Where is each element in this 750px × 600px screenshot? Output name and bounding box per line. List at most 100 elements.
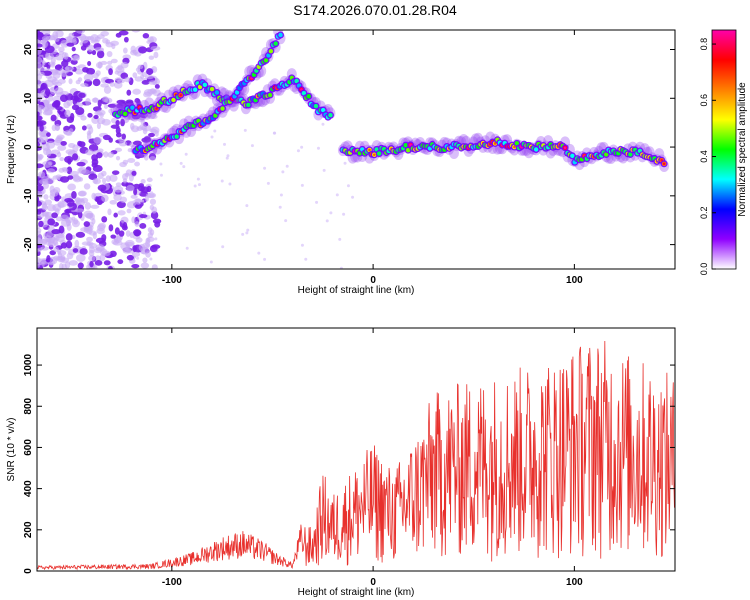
noise-speckle	[159, 162, 163, 166]
noise-speckle	[37, 56, 43, 64]
noise-speckle	[245, 204, 249, 208]
noise-speckle	[339, 266, 343, 269]
noise-speckle	[94, 47, 105, 52]
y-tick-label: -10	[23, 188, 34, 203]
noise-speckle	[91, 97, 100, 103]
noise-speckle	[54, 123, 61, 131]
noise-speckle	[147, 88, 158, 95]
noise-speckle	[48, 256, 58, 265]
noise-speckle	[113, 81, 123, 89]
noise-speckle	[243, 128, 247, 132]
noise-speckle	[285, 164, 289, 168]
noise-speckle	[122, 173, 128, 181]
noise-speckle	[69, 112, 75, 121]
noise-speckle	[245, 231, 249, 235]
noise-speckle	[55, 54, 64, 61]
noise-speckle	[316, 146, 320, 150]
noise-speckle	[110, 58, 118, 64]
noise-speckle	[141, 199, 145, 203]
noise-speckle	[351, 195, 355, 199]
noise-speckle	[148, 55, 155, 60]
noise-speckle	[68, 78, 73, 85]
noise-speckle	[54, 241, 59, 247]
noise-speckle	[329, 211, 333, 215]
noise-speckle	[109, 174, 118, 182]
noise-speckle	[126, 184, 135, 192]
noise-speckle	[135, 153, 145, 158]
ridge-point	[603, 152, 609, 157]
noise-speckle	[322, 168, 326, 172]
noise-speckle	[132, 88, 141, 95]
noise-speckle	[149, 198, 157, 205]
noise-speckle	[101, 216, 108, 223]
noise-speckle	[96, 34, 105, 40]
noise-speckle	[57, 250, 67, 256]
noise-speckle	[132, 140, 142, 146]
noise-speckle	[151, 264, 158, 269]
noise-speckle	[107, 151, 114, 158]
noise-speckle	[122, 247, 128, 252]
noise-speckle	[60, 214, 69, 222]
noise-speckle	[346, 184, 350, 188]
noise-speckle	[300, 243, 304, 247]
noise-speckle	[101, 194, 109, 202]
noise-speckle	[315, 200, 319, 204]
noise-speckle	[72, 175, 82, 183]
noise-speckle	[131, 263, 140, 269]
noise-speckle	[88, 126, 94, 135]
noise-speckle	[150, 126, 160, 134]
noise-speckle	[81, 125, 87, 131]
noise-speckle	[37, 230, 41, 235]
ridge-point	[405, 147, 411, 153]
noise-speckle	[43, 98, 50, 107]
ridge-point	[192, 87, 198, 92]
noise-speckle	[126, 254, 134, 261]
noise-speckle	[139, 223, 147, 229]
noise-speckle	[103, 85, 112, 94]
noise-speckle	[109, 199, 118, 205]
ridge-point	[234, 90, 240, 95]
noise-speckle	[69, 36, 77, 43]
noise-speckle	[53, 139, 62, 146]
ridge-point	[263, 58, 269, 63]
noise-speckle	[72, 248, 79, 253]
noise-speckle	[134, 98, 140, 103]
noise-speckle	[41, 211, 48, 217]
noise-speckle	[77, 191, 86, 197]
colorbar	[711, 29, 737, 270]
noise-speckle	[65, 208, 72, 214]
noise-speckle	[83, 73, 94, 82]
ridge-point	[171, 97, 176, 103]
noise-speckle	[54, 64, 62, 70]
noise-speckle	[140, 118, 146, 125]
noise-speckle	[118, 141, 128, 147]
noise-speckle	[185, 246, 189, 250]
y-tick-label: 600	[23, 439, 34, 456]
ridge-point	[403, 142, 408, 148]
noise-speckle	[103, 151, 109, 158]
noise-speckle	[76, 161, 86, 167]
noise-speckle	[92, 78, 101, 87]
ridge-peak	[662, 162, 666, 166]
noise-speckle	[61, 71, 67, 78]
noise-speckle	[246, 228, 250, 232]
noise-speckle	[131, 170, 137, 176]
noise-speckle	[241, 232, 245, 236]
ridge-point	[209, 87, 215, 92]
colorbar-tick-label: 0.8	[699, 38, 709, 51]
noise-speckle	[42, 202, 48, 210]
noise-speckle	[96, 227, 105, 235]
noise-speckle	[115, 132, 122, 138]
ridge-peak	[155, 107, 158, 110]
noise-speckle	[104, 97, 113, 104]
noise-speckle	[37, 200, 42, 207]
noise-speckle	[39, 71, 45, 77]
noise-speckle	[220, 179, 224, 183]
noise-speckle	[325, 219, 329, 223]
noise-speckle	[110, 124, 120, 129]
noise-speckle	[148, 132, 155, 138]
noise-speckle	[115, 32, 122, 38]
ridge-point	[130, 105, 135, 110]
noise-speckle	[77, 262, 84, 269]
noise-speckle	[150, 191, 154, 195]
